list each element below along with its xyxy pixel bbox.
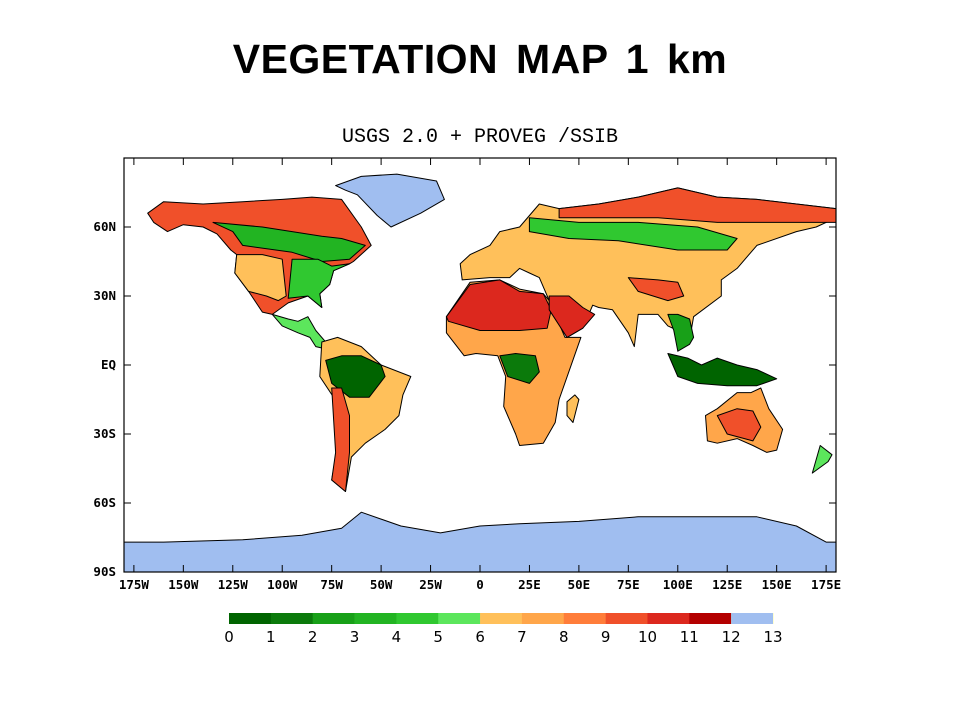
lon-tick-label: 50E (568, 577, 591, 592)
region-na-east (287, 258, 350, 308)
region-andes-south (331, 387, 350, 492)
colorbar-swatch (396, 613, 439, 624)
region-na-west (234, 254, 287, 302)
colorbar-label: 7 (517, 628, 527, 646)
region-madagascar (566, 394, 580, 423)
region-tibet (627, 277, 685, 302)
page-title: VEGETATION MAP 1 km (232, 36, 728, 82)
colorbar-swatch (647, 613, 690, 624)
lat-tick-label: EQ (101, 357, 116, 372)
colorbar-swatch-last (731, 613, 773, 624)
colorbar-swatch (438, 613, 481, 624)
lon-tick-label: 125E (712, 577, 742, 592)
region-antarctica (124, 511, 836, 572)
colorbar-swatch (312, 613, 355, 624)
lon-tick-label: 175W (119, 577, 150, 592)
region-na-boreal (212, 221, 366, 262)
lat-tick-label: 60N (93, 219, 116, 234)
region-new-zealand (811, 445, 833, 474)
region-siberia (558, 187, 836, 223)
lon-tick-label: 150W (168, 577, 199, 592)
colorbar-swatch (229, 613, 272, 624)
colorbar-label: 5 (433, 628, 443, 646)
region-indonesia (667, 353, 778, 387)
longitude-axis: 175W 150W 125W 100W 75W 50W 25W 0 25E 50E 75E 100E 1… (119, 158, 841, 592)
region-greenland (335, 173, 445, 228)
colorbar-label: 8 (559, 628, 569, 646)
colorbar-swatch (605, 613, 648, 624)
colorbar-label: 6 (475, 628, 485, 646)
map-area (124, 173, 836, 572)
region-se-asia (667, 313, 695, 352)
lon-tick-label: 100W (267, 577, 298, 592)
lat-tick-label: 30N (93, 288, 116, 303)
lon-tick-label: 50W (370, 577, 393, 592)
latitude-axis: 60N 30N EQ 30S 60S 90S (93, 219, 836, 579)
colorbar-swatch (270, 613, 313, 624)
lon-tick-label: 25E (518, 577, 541, 592)
lat-tick-label: 60S (93, 495, 116, 510)
lat-tick-label: 90S (93, 564, 116, 579)
colorbar-label: 10 (638, 628, 657, 646)
colorbar-label: 3 (350, 628, 360, 646)
colorbar-label: 4 (392, 628, 402, 646)
lon-tick-label: 175E (811, 577, 841, 592)
lat-tick-label: 30S (93, 426, 116, 441)
region-boreal-eurasia (528, 217, 738, 251)
lon-tick-label: 75W (320, 577, 343, 592)
colorbar-label: 13 (763, 628, 782, 646)
lon-tick-label: 125W (218, 577, 249, 592)
region-arabia (548, 295, 596, 338)
colorbar-label: 11 (680, 628, 699, 646)
region-congo (499, 353, 540, 384)
colorbar-label: 0 (224, 628, 234, 646)
region-central-australia (716, 408, 762, 442)
colorbar: 0 1 2 3 4 5 6 7 8 9 10 11 12 13 (224, 613, 783, 646)
colorbar-swatch (354, 613, 397, 624)
colorbar-swatch (480, 613, 523, 624)
map-title: USGS 2.0 + PROVEG /SSIB (341, 126, 619, 149)
colorbar-label: 9 (601, 628, 611, 646)
lon-tick-label: 0 (476, 577, 484, 592)
colorbar-label: 1 (266, 628, 276, 646)
lon-tick-label: 150E (762, 577, 792, 592)
region-central-america (271, 313, 329, 350)
lon-tick-label: 100E (663, 577, 693, 592)
colorbar-swatch (689, 613, 732, 624)
colorbar-swatch (521, 613, 565, 624)
lon-tick-label: 75E (617, 577, 640, 592)
lon-tick-label: 25W (419, 577, 442, 592)
region-sahara (445, 279, 552, 331)
colorbar-label: 2 (308, 628, 318, 646)
colorbar-label: 12 (722, 628, 741, 646)
colorbar-swatch (563, 613, 606, 624)
